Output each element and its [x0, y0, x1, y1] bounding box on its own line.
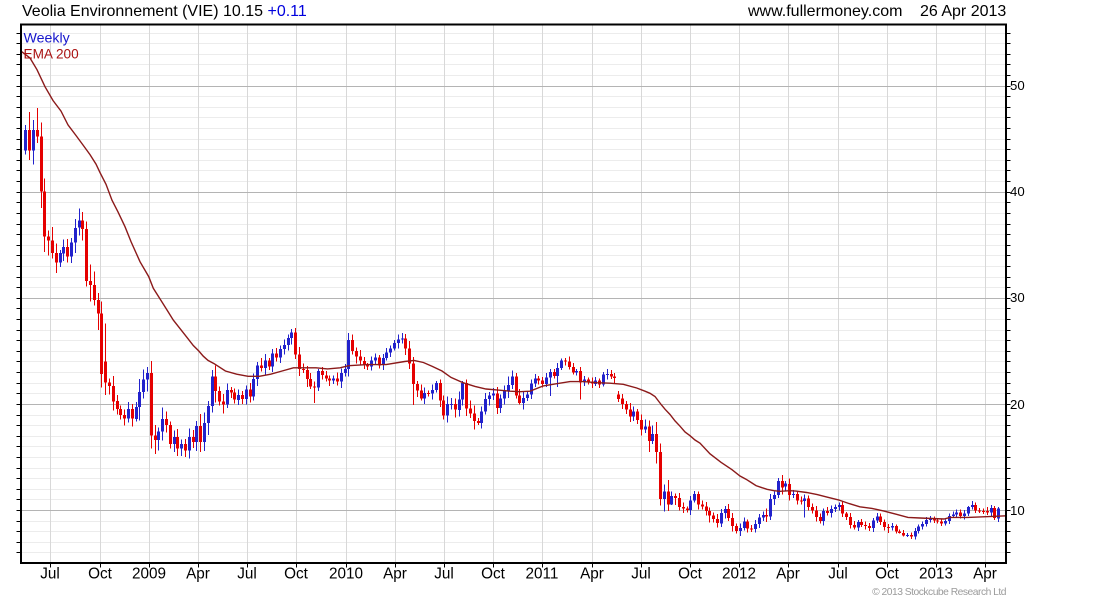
svg-text:40: 40 — [1010, 184, 1025, 199]
svg-text:20: 20 — [1010, 397, 1025, 412]
svg-text:Veolia Environnement (VIE) 10.: Veolia Environnement (VIE) 10.15 +0.11 — [22, 3, 307, 20]
svg-text:2013: 2013 — [919, 565, 953, 582]
svg-text:Jul: Jul — [40, 565, 60, 582]
svg-text:Oct: Oct — [88, 565, 113, 582]
svg-text:Apr: Apr — [776, 565, 800, 582]
svg-text:2009: 2009 — [132, 565, 166, 582]
svg-text:Oct: Oct — [284, 565, 309, 582]
svg-text:30: 30 — [1010, 290, 1025, 305]
svg-text:Apr: Apr — [383, 565, 407, 582]
svg-text:Jul: Jul — [237, 565, 257, 582]
svg-text:Apr: Apr — [580, 565, 604, 582]
svg-text:EMA 200: EMA 200 — [24, 47, 80, 62]
svg-text:Apr: Apr — [186, 565, 210, 582]
svg-text:Jul: Jul — [434, 565, 454, 582]
svg-text:Jul: Jul — [828, 565, 848, 582]
svg-text:© 2013 Stockcube Research Ltd: © 2013 Stockcube Research Ltd — [872, 587, 1007, 598]
svg-text:www.fullermoney.com: www.fullermoney.com — [747, 3, 902, 20]
svg-text:Oct: Oct — [875, 565, 900, 582]
svg-text:10: 10 — [1010, 503, 1025, 518]
svg-text:Weekly: Weekly — [24, 30, 71, 46]
svg-text:2012: 2012 — [722, 565, 756, 582]
svg-text:Oct: Oct — [678, 565, 703, 582]
svg-text:Jul: Jul — [631, 565, 651, 582]
svg-text:26 Apr 2013: 26 Apr 2013 — [920, 3, 1006, 20]
svg-text:2011: 2011 — [526, 565, 559, 582]
svg-text:50: 50 — [1010, 78, 1025, 93]
svg-text:2010: 2010 — [329, 565, 363, 582]
svg-text:Apr: Apr — [973, 565, 997, 582]
svg-text:Oct: Oct — [481, 565, 506, 582]
